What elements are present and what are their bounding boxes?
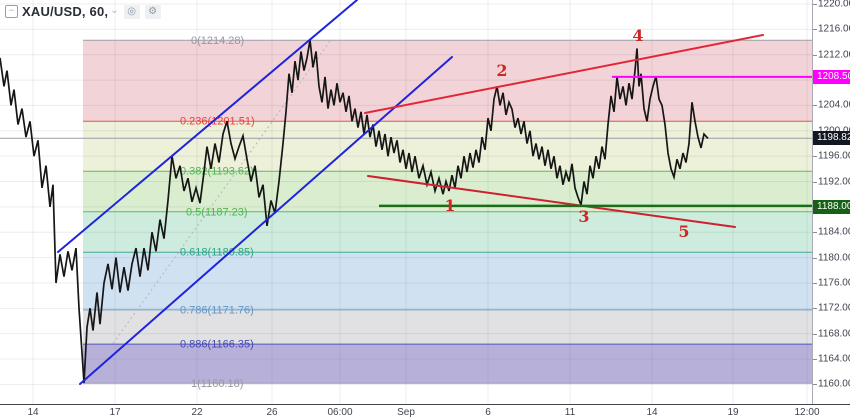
price-tick-mark	[813, 282, 817, 284]
price-tick-mark	[813, 384, 817, 386]
resistance-price-tag: 1208.50	[813, 69, 850, 84]
last-price-tag: 1198.82	[813, 131, 850, 146]
time-tick-label: Sep	[397, 407, 415, 418]
price-tick-mark	[813, 232, 817, 234]
time-tick-label: 12:00	[794, 407, 820, 418]
time-tick-label: 06:00	[327, 407, 353, 418]
price-tick-mark	[813, 308, 817, 310]
price-tick-mark	[813, 359, 817, 361]
wave-label-1[interactable]: 1	[444, 196, 455, 215]
fib-level-label: 0(1214.28)	[191, 35, 244, 47]
fib-band	[83, 252, 812, 310]
time-tick-label: 17	[109, 407, 121, 418]
price-tick-label: 1212.00	[818, 49, 850, 61]
chevron-down-icon[interactable]: ⌄	[110, 4, 119, 16]
price-series	[0, 39, 709, 384]
fib-level-label: 0.786(1171.76)	[180, 304, 254, 316]
collapse-icon[interactable]: −	[5, 5, 18, 18]
price-tick-label: 1192.00	[818, 176, 850, 187]
channel-upper-line[interactable]	[57, 0, 358, 253]
price-tick-label: 1168.00	[818, 328, 850, 340]
time-tick-label: 11	[564, 407, 576, 418]
price-tick-label: 1180.00	[818, 252, 850, 264]
price-tick-label: 1204.00	[818, 99, 850, 111]
price-tick-label: 1176.00	[818, 277, 850, 289]
fib-level-label: 0.382(1193.62)	[180, 166, 254, 178]
price-tick-mark	[813, 3, 817, 5]
wave-2-4-trendline[interactable]	[364, 34, 764, 114]
time-tick-label: 19	[727, 407, 739, 418]
price-tick-label: 1164.00	[818, 353, 850, 365]
fib-baseline-dashed[interactable]	[83, 40, 331, 385]
price-axis[interactable]: 1220.001216.001212.001208.001204.001200.…	[812, 0, 850, 404]
support-price-tag: 1188.00	[813, 199, 850, 214]
fib-level-label: 0.886(1166.35)	[180, 339, 254, 351]
time-tick-label: 14	[646, 407, 658, 418]
time-tick-label: 22	[191, 407, 203, 418]
fib-band	[83, 121, 812, 172]
price-tick-mark	[813, 156, 817, 158]
compare-icon[interactable]: ◎	[123, 4, 140, 19]
price-tick-label: 1184.00	[818, 226, 850, 238]
price-tick-label: 1160.00	[818, 378, 850, 390]
wave-label-2[interactable]: 2	[496, 61, 507, 80]
time-axis[interactable]: 14 17 22 26 06:00 Sep 6 11 14 19 12:00	[0, 404, 850, 420]
price-tick-mark	[813, 105, 817, 107]
fib-band	[83, 40, 812, 122]
channel-lower-line[interactable]	[79, 56, 453, 385]
price-chart-area[interactable]: 0(1214.28) 0.236(1201.51) 0.382(1193.62) 0.…	[0, 0, 812, 404]
price-tick-mark	[813, 54, 817, 56]
fib-level-label: 1(1160.18)	[191, 378, 243, 390]
wave-label-4[interactable]: 4	[632, 26, 643, 45]
fib-band	[83, 309, 812, 345]
wave-label-5[interactable]: 5	[678, 222, 689, 241]
wave-label-3[interactable]: 3	[578, 207, 589, 226]
price-tick-label: 1196.00	[818, 150, 850, 162]
price-tick-label: 1172.00	[818, 302, 850, 314]
fib-level-label: 0.5(1187.23)	[186, 206, 248, 218]
fib-band	[83, 344, 812, 384]
symbol-title[interactable]: XAU/USD, 60,	[22, 4, 109, 19]
price-tick-label: 1216.00	[818, 23, 850, 35]
time-tick-label: 14	[27, 407, 39, 418]
wave-1-3-trendline[interactable]	[367, 175, 736, 228]
price-tick-mark	[813, 333, 817, 335]
symbol-legend: − XAU/USD, 60, ⌄ ◎ ⚙	[5, 4, 161, 19]
chart-canvas[interactable]: 0(1214.28) 0.236(1201.51) 0.382(1193.62) 0.…	[0, 0, 812, 404]
fib-band	[83, 211, 812, 253]
price-tick-label: 1220.00	[818, 0, 850, 10]
price-tick-mark	[813, 181, 817, 183]
price-tick-label: 1200.00	[818, 125, 850, 136]
price-tick-mark	[813, 29, 817, 31]
time-tick-label: 6	[485, 407, 491, 418]
fib-level-label: 0.236(1201.51)	[180, 116, 255, 128]
gear-icon[interactable]: ⚙	[144, 4, 161, 19]
time-tick-label: 26	[266, 407, 278, 418]
price-tick-mark	[813, 257, 817, 259]
fib-level-label: 0.618(1180.85)	[180, 247, 254, 259]
